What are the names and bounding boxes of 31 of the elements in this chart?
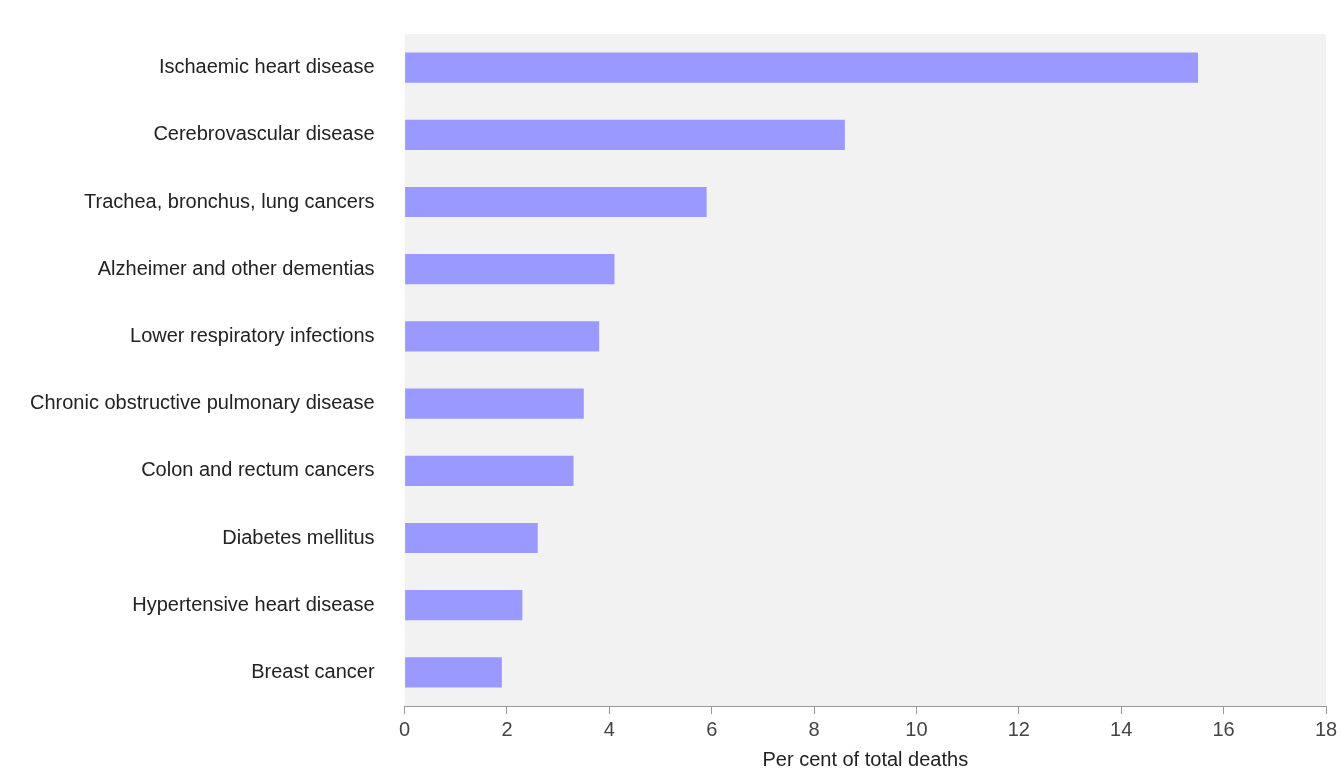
bar [405, 321, 600, 352]
y-tick-label: Ischaemic heart disease [158, 55, 375, 78]
bar [405, 388, 584, 419]
bar [405, 657, 502, 688]
x-tick-label: 6 [706, 717, 718, 740]
y-tick-label: Diabetes mellitus [222, 525, 375, 548]
x-tick-label: 16 [1212, 717, 1235, 740]
bar [405, 52, 1199, 83]
y-tick-label: Trachea, bronchus, lung cancers [84, 189, 375, 212]
bar [405, 455, 574, 486]
x-tick-label: 10 [905, 717, 928, 740]
bar [405, 590, 523, 621]
bar [405, 522, 538, 554]
y-tick-label: Breast cancer [251, 659, 375, 682]
x-tick-label: 18 [1314, 717, 1338, 740]
y-tick-label: Colon and rectum cancers [141, 458, 375, 481]
y-tick-label: Cerebrovascular disease [153, 122, 375, 145]
y-tick-label: Lower respiratory infections [130, 323, 375, 346]
x-tick-label: 4 [603, 717, 615, 740]
bar [405, 254, 615, 285]
x-tick-label: 12 [1007, 717, 1030, 740]
bar [405, 119, 845, 150]
y-tick-label: Alzheimer and other dementias [97, 256, 375, 279]
y-tick-label: Hypertensive heart disease [132, 592, 375, 615]
bar [405, 186, 707, 218]
x-tick-label: 14 [1110, 717, 1133, 740]
y-tick-label: Chronic obstructive pulmonary disease [30, 391, 375, 414]
x-tick-label: 2 [501, 717, 513, 740]
x-tick-label: 8 [808, 717, 820, 740]
x-axis-title: Per cent of total deaths [762, 747, 969, 770]
x-tick-label: 0 [399, 717, 411, 740]
